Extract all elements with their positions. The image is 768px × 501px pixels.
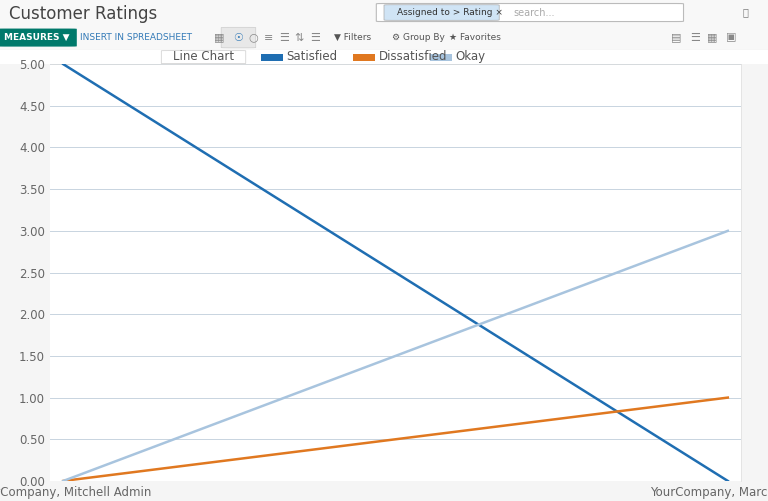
Text: search...: search...: [513, 8, 554, 18]
Text: Assigned to > Rating ×: Assigned to > Rating ×: [397, 8, 503, 17]
Text: ⚙ Group By: ⚙ Group By: [392, 33, 445, 42]
Text: ▣: ▣: [726, 33, 737, 43]
Text: ⇅: ⇅: [295, 33, 304, 43]
Text: MEASURES ▼: MEASURES ▼: [4, 33, 70, 42]
Bar: [261, 54, 283, 61]
Text: ≡: ≡: [264, 33, 273, 43]
FancyBboxPatch shape: [161, 51, 246, 64]
Text: ☉: ☉: [233, 33, 243, 43]
Text: ★ Favorites: ★ Favorites: [449, 33, 502, 42]
Text: ☰: ☰: [690, 33, 700, 43]
FancyBboxPatch shape: [384, 5, 499, 21]
Text: Okay: Okay: [455, 50, 485, 63]
FancyBboxPatch shape: [376, 4, 684, 22]
Text: 🔍: 🔍: [742, 8, 748, 18]
Text: Customer Ratings: Customer Ratings: [9, 5, 157, 23]
Text: ○: ○: [249, 33, 258, 43]
Bar: [430, 54, 452, 61]
Text: ▦: ▦: [707, 33, 718, 43]
Text: Satisfied: Satisfied: [286, 50, 338, 63]
FancyBboxPatch shape: [221, 28, 256, 48]
Text: Line Chart: Line Chart: [173, 50, 234, 63]
Text: ▤: ▤: [670, 33, 681, 43]
Text: Dissatisfied: Dissatisfied: [379, 50, 447, 63]
Text: ☰: ☰: [279, 33, 290, 43]
Text: ▦: ▦: [214, 33, 224, 43]
Bar: [353, 54, 375, 61]
Text: ▼ Filters: ▼ Filters: [334, 33, 371, 42]
FancyBboxPatch shape: [0, 29, 77, 47]
Text: INSERT IN SPREADSHEET: INSERT IN SPREADSHEET: [80, 33, 192, 42]
Text: ☰: ☰: [310, 33, 320, 43]
